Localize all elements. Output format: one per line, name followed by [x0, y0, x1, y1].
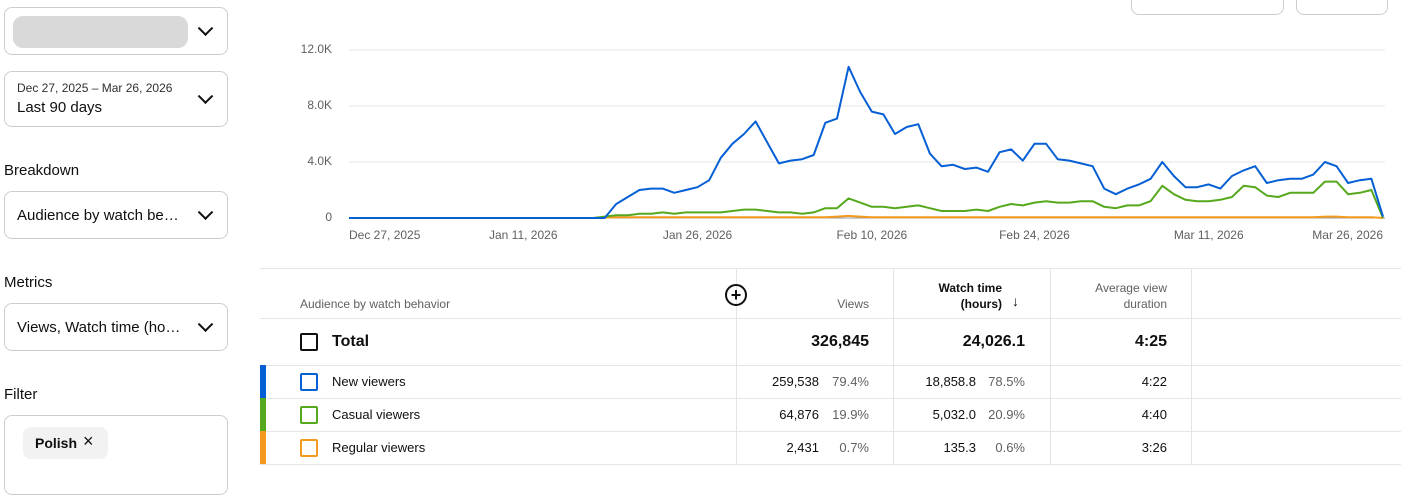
x-tick-label: Feb 24, 2026 — [999, 228, 1070, 242]
cell-name: New viewers — [332, 374, 406, 389]
cell-views-pct: 0.7% — [839, 440, 869, 455]
col-border — [1191, 268, 1192, 464]
x-tick-label: Dec 27, 2025 — [349, 228, 421, 242]
period: Last 90 days — [17, 99, 103, 116]
chart: 0 4.0K 8.0K 12.0K Dec 27, 2025 Jan 11, 2026 Ja… — [301, 42, 1385, 242]
date-select[interactable]: Dec 27, 2025 – Mar 26, 2026 Last 90 days — [4, 71, 228, 127]
filter-label: Filter — [4, 386, 38, 403]
metrics-select[interactable]: Views, Watch time (ho… — [4, 303, 228, 351]
cell-views: 2,431 — [786, 440, 819, 455]
header[interactable]: Watch time (hours) — [938, 281, 1002, 311]
col-border — [893, 268, 894, 464]
x-tick-label: Mar 11, 2026 — [1174, 228, 1244, 242]
cell-watch-pct: 0.6% — [995, 440, 1025, 455]
metrics-label: Metrics — [4, 274, 53, 291]
cell-watch: 5,032.0 — [932, 407, 976, 422]
chip-close[interactable]: × — [83, 431, 94, 451]
cell-avg: 3:26 — [1141, 440, 1167, 455]
chip-text: Polish — [35, 435, 78, 451]
cell-watch-pct: 78.5% — [988, 374, 1025, 389]
breakdown-label: Breakdown — [4, 162, 80, 179]
row-border — [260, 431, 1401, 432]
filter-chip[interactable]: Polish × — [23, 427, 108, 459]
cell-views-pct: 19.9% — [832, 407, 869, 422]
row-border — [260, 365, 1401, 366]
filter-box[interactable]: Polish × — [4, 415, 228, 495]
cell-avg: 4:22 — [1141, 374, 1167, 389]
cell-avg: 4:40 — [1141, 407, 1167, 422]
checkbox[interactable] — [300, 439, 318, 457]
date-range: Dec 27, 2025 – Mar 26, 2026 — [17, 81, 173, 95]
y-tick-label: 12.0K — [301, 42, 332, 56]
y-tick-label: 4.0K — [307, 154, 332, 168]
x-tick-label: Feb 10, 2026 — [836, 228, 907, 242]
channel-select[interactable] — [4, 7, 228, 55]
row-color — [260, 431, 266, 464]
y-tick-label: 8.0K — [307, 98, 332, 112]
page: {"sidebar": {"date_range": "Dec 27, 2025… — [4, 0, 1401, 495]
total-avg: 4:25 — [1134, 333, 1167, 350]
add-metric-icon[interactable]: + — [725, 284, 747, 306]
metrics-value: Views, Watch time (ho… — [17, 319, 181, 336]
row-color — [260, 398, 266, 431]
sort-arrow: ↓ — [1012, 293, 1019, 309]
cell-views: 64,876 — [779, 407, 819, 422]
row-border — [260, 268, 1401, 269]
chevron — [197, 316, 214, 333]
y-tick-label: 0 — [325, 210, 332, 224]
col-border — [736, 268, 737, 464]
line-series — [349, 180, 1384, 219]
col-border — [1050, 268, 1051, 464]
cell-watch: 18,858.8 — [925, 374, 976, 389]
header: Views — [837, 297, 869, 311]
breakdown-value: Audience by watch be… — [17, 207, 179, 224]
breakdown-select[interactable]: Audience by watch be… — [4, 191, 228, 239]
row-border — [260, 318, 1401, 319]
cell-watch: 135.3 — [943, 440, 976, 455]
button[interactable] — [1131, 0, 1284, 15]
line-series — [349, 65, 1384, 219]
row-border — [260, 464, 1401, 465]
header: Average view duration — [1095, 281, 1167, 311]
total-label: Total — [332, 333, 370, 350]
cell-views-pct: 79.4% — [832, 374, 869, 389]
cell-name: Regular viewers — [332, 440, 426, 455]
cell-watch-pct: 20.9% — [988, 407, 1025, 422]
checkbox[interactable] — [300, 406, 318, 424]
row-border — [260, 398, 1401, 399]
x-tick-label: Mar 26, 2026 — [1312, 228, 1383, 242]
checkbox[interactable] — [300, 333, 318, 351]
total-watch: 24,026.1 — [962, 333, 1025, 350]
header: Audience by watch behavior — [300, 297, 451, 311]
x-tick-label: Jan 26, 2026 — [663, 228, 733, 242]
row-color — [260, 365, 266, 398]
cell-views: 259,538 — [772, 374, 819, 389]
checkbox[interactable] — [300, 373, 318, 391]
button[interactable] — [1296, 0, 1388, 15]
total-views: 326,845 — [811, 333, 869, 350]
cell-name: Casual viewers — [332, 407, 421, 422]
x-tick-label: Jan 11, 2026 — [489, 228, 558, 242]
redacted-pill — [13, 16, 188, 48]
